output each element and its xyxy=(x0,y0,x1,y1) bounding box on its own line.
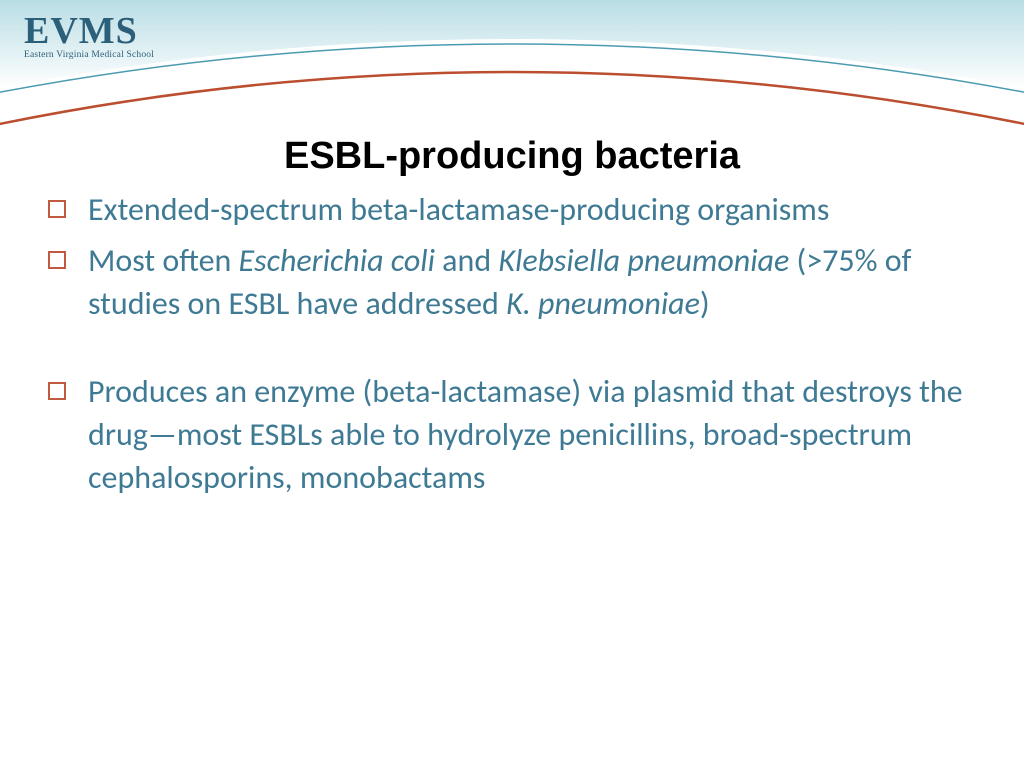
bullet-item: Most often Escherichia coli and Klebsiel… xyxy=(48,239,976,325)
plain-text: Extended-spectrum beta-lactamase-produci… xyxy=(88,190,829,229)
bullet-text: Extended-spectrum beta-lactamase-produci… xyxy=(88,188,976,231)
bullet-item: Produces an enzyme (beta-lactamase) via … xyxy=(48,370,976,500)
arc-rust xyxy=(0,72,1024,128)
italic-text: Klebsiella pneumoniae xyxy=(498,241,789,280)
italic-text: Escherichia coli xyxy=(239,241,435,280)
bullet-text: Produces an enzyme (beta-lactamase) via … xyxy=(88,370,976,500)
bullet-item: Extended-spectrum beta-lactamase-produci… xyxy=(48,188,976,231)
bullet-marker xyxy=(48,251,66,269)
italic-text: K. pneumoniae xyxy=(506,284,700,323)
logo: EVMS Eastern Virginia Medical School xyxy=(24,14,154,60)
bullet-marker xyxy=(48,382,66,400)
plain-text: ) xyxy=(700,284,710,323)
plain-text: and xyxy=(435,241,498,280)
plain-text: Most often xyxy=(88,241,239,280)
bullet-text: Most often Escherichia coli and Klebsiel… xyxy=(88,239,976,325)
plain-text: Produces an enzyme (beta-lactamase) via … xyxy=(88,372,963,497)
logo-sub: Eastern Virginia Medical School xyxy=(24,50,154,60)
bullet-marker xyxy=(48,200,66,218)
slide-title: ESBL-producing bacteria xyxy=(0,135,1024,178)
slide-content: Extended-spectrum beta-lactamase-produci… xyxy=(48,188,976,507)
logo-main: EVMS xyxy=(24,14,154,48)
